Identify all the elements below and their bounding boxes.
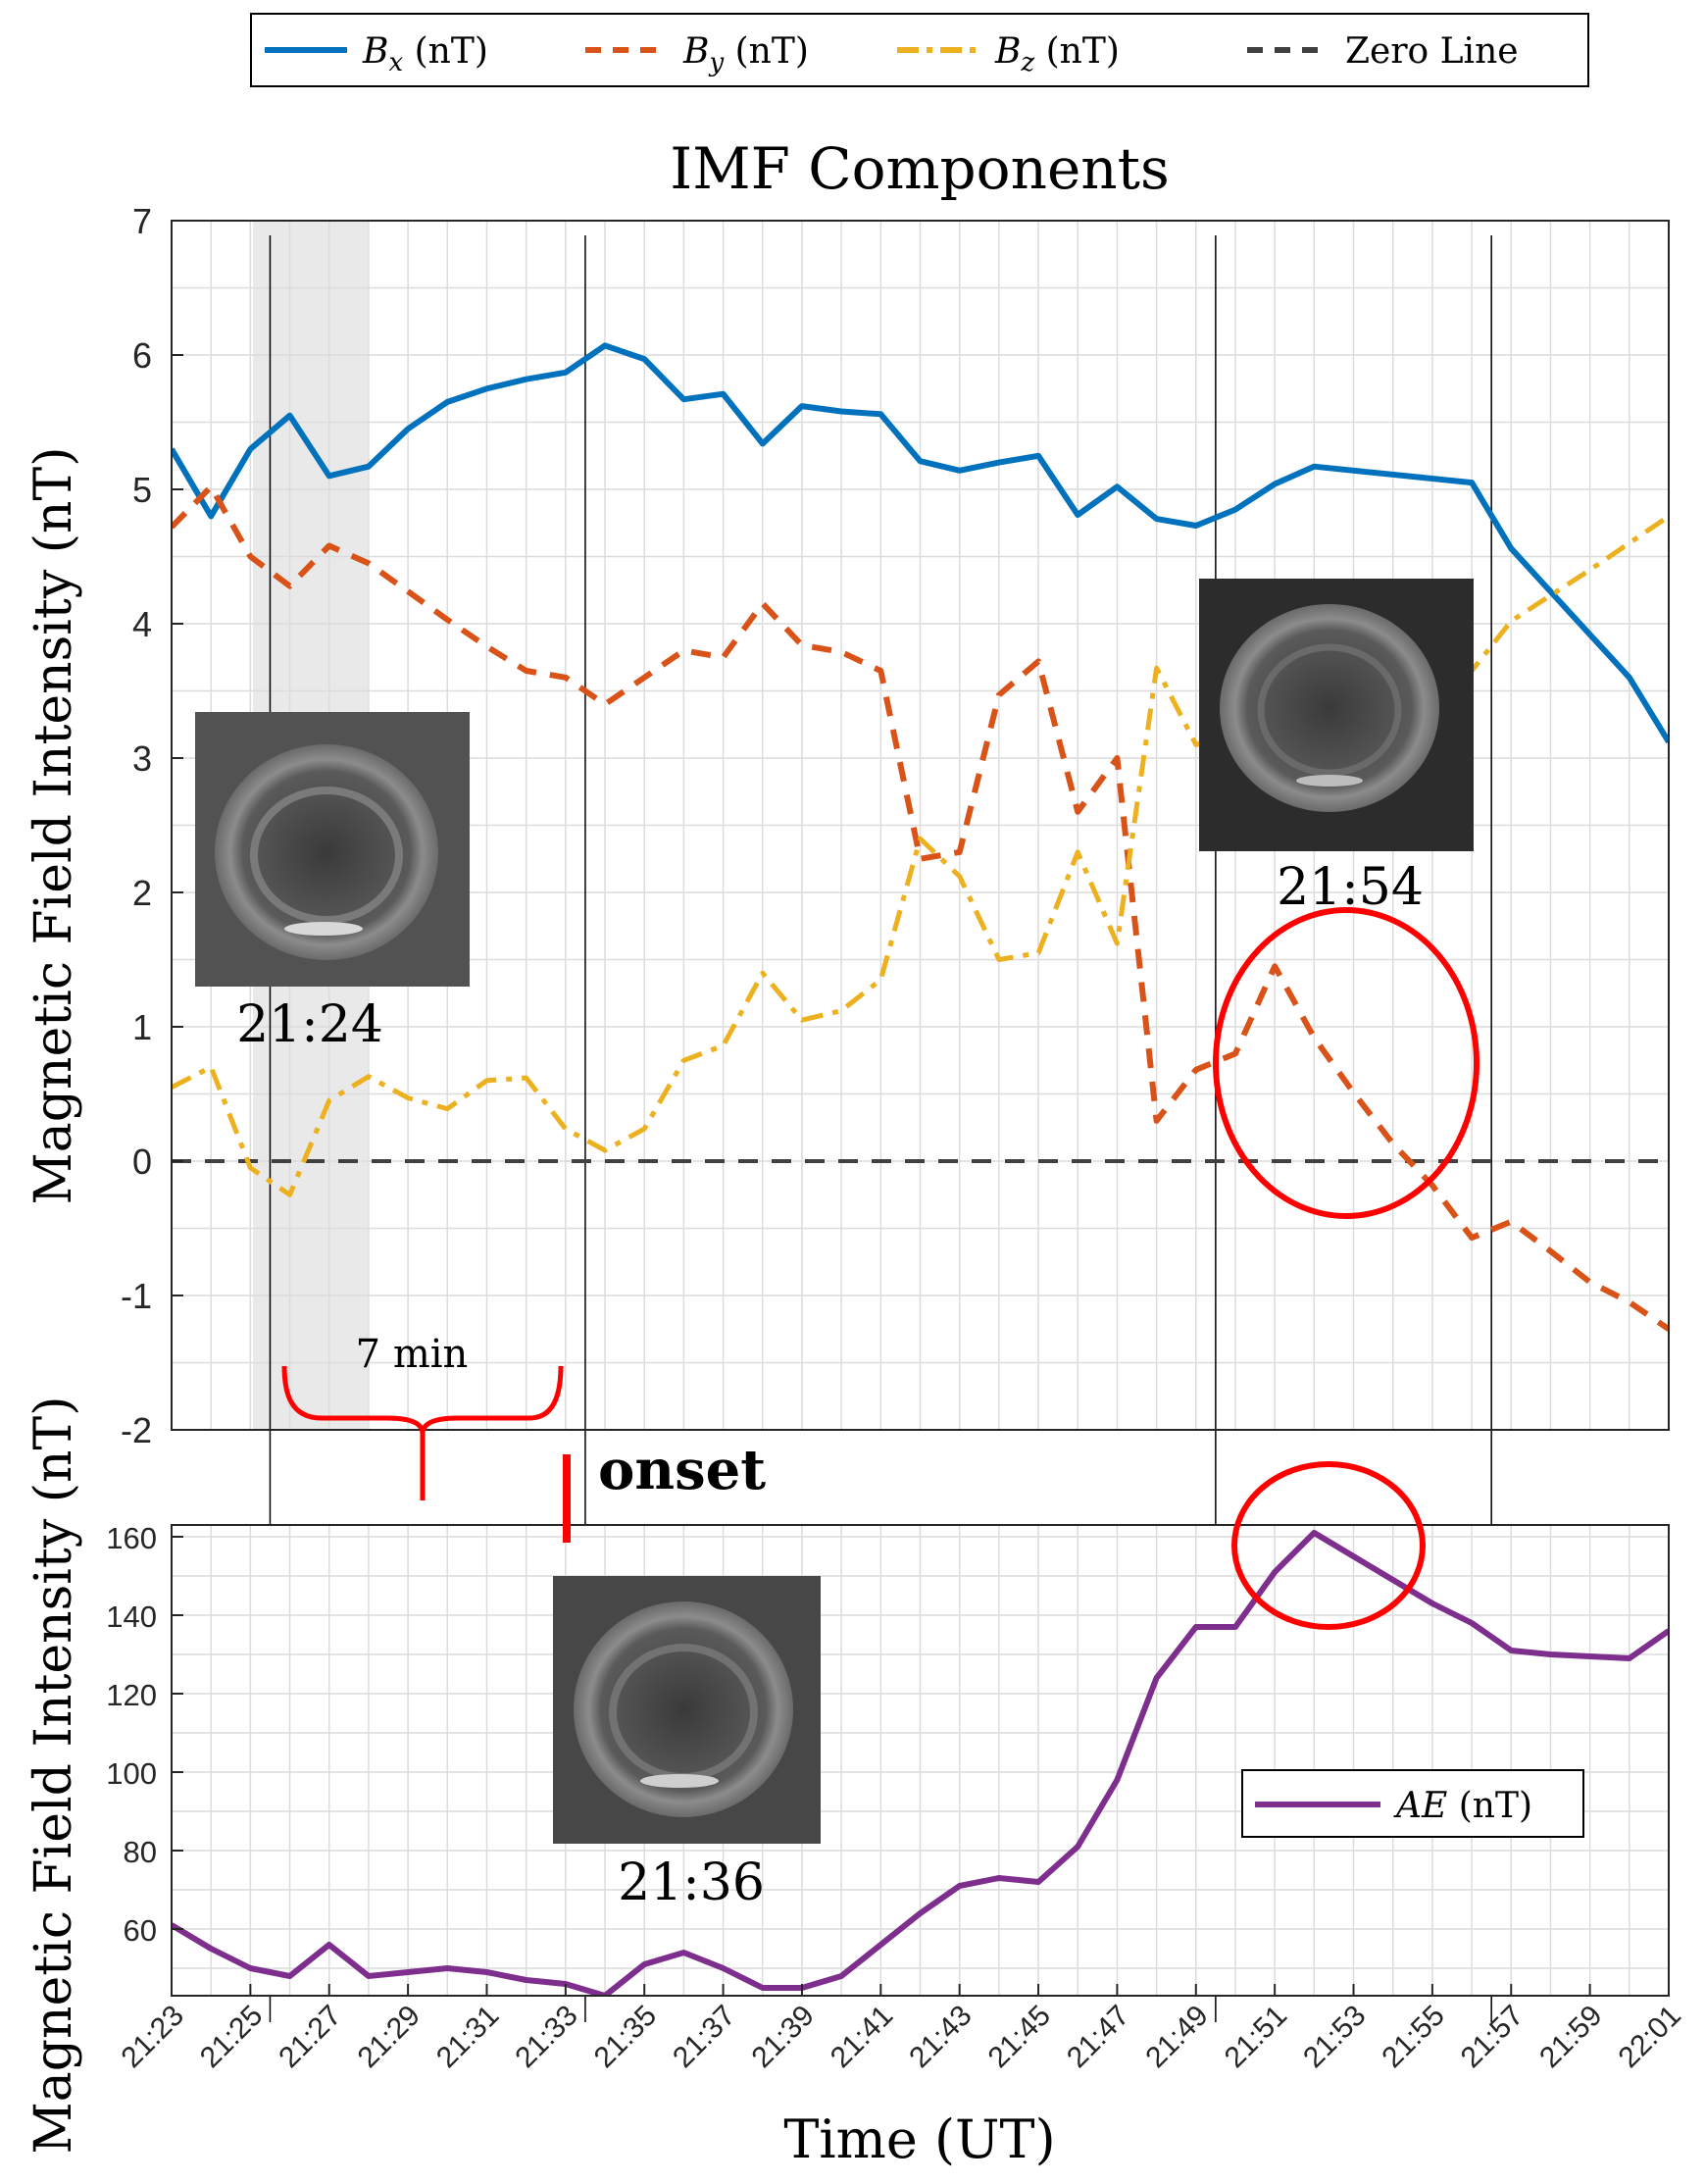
ae-line <box>172 1530 1669 1996</box>
bottom-xtick-labels: 21:23 21:25 21:27 21:29 21:31 21:33 21:35 21:37… <box>116 1984 1687 2074</box>
bottom-xlabel: Time (UT) <box>783 2108 1055 2170</box>
bottom-xtick-label: 21:49 <box>1139 2000 1214 2074</box>
image-time-label-2124: 21:24 <box>236 995 383 1054</box>
bottom-series <box>172 1530 1669 1996</box>
bottom-xtick-label: 21:35 <box>588 2000 663 2074</box>
bottom-xtick-label: 21:59 <box>1533 2000 1608 2074</box>
bottom-xtick-label: 21:37 <box>667 2000 741 2074</box>
bottom-xtick-label: 21:55 <box>1376 2000 1450 2074</box>
bottom-ytick-label: 60 <box>124 1913 157 1948</box>
top-ytick-label: -1 <box>121 1276 152 1316</box>
legend-top: Bx (nT) By (nT) Bz (nT) Zero Line <box>250 13 1589 87</box>
bottom-xtick-label: 21:43 <box>903 2000 978 2074</box>
bottom-xtick-label: 21:47 <box>1061 2000 1135 2074</box>
legend-label-ae: AE (nT) <box>1393 1786 1532 1826</box>
bottom-xtick-label: 21:23 <box>116 2000 190 2074</box>
bottom-xtick-label: 21:25 <box>194 2000 269 2074</box>
top-ytick-label: 6 <box>132 335 152 376</box>
bottom-xtick-label: 21:39 <box>745 2000 820 2074</box>
top-ytick-label: 5 <box>132 470 152 510</box>
bottom-ytick-label: 120 <box>106 1678 157 1712</box>
bottom-xtick-label: 21:27 <box>273 2000 347 2074</box>
legend-label-bx-line: Bx (nT) <box>362 31 488 77</box>
bottom-ytick-label: 140 <box>106 1600 157 1634</box>
top-ytick-labels: -2 -1 0 1 2 3 4 5 6 7 <box>121 201 183 1450</box>
chart-title: IMF Components <box>670 135 1169 202</box>
aurora-image-2136 <box>553 1576 821 1844</box>
aurora-image-2154 <box>1199 579 1474 851</box>
top-ytick-label: -2 <box>121 1410 152 1450</box>
bottom-ylabel: Magnetic Field Intensity (nT) <box>25 1397 83 2155</box>
legend-label-zero-line: Zero Line <box>1345 31 1519 72</box>
bottom-xtick-label: 21:33 <box>509 2000 583 2074</box>
brace-7min: 7 min <box>281 1332 564 1500</box>
top-ytick-label: 3 <box>132 738 152 779</box>
highlight-circle-ae <box>1231 1461 1426 1630</box>
aurora-image-2124 <box>195 712 470 987</box>
top-ytick-label: 4 <box>132 604 152 644</box>
top-ytick-label: 2 <box>132 873 152 913</box>
legend-box <box>250 13 1589 87</box>
top-ytick-label: 7 <box>132 201 152 241</box>
onset-label: onset <box>598 1438 766 1502</box>
highlight-circle-by <box>1213 907 1479 1219</box>
image-time-label-2136: 21:36 <box>618 1854 765 1912</box>
bottom-ytick-label: 160 <box>106 1521 157 1555</box>
bottom-xtick-label: 21:53 <box>1297 2000 1372 2074</box>
bottom-xtick-label: 22:01 <box>1613 2000 1687 2074</box>
bottom-xtick-label: 21:57 <box>1455 2000 1529 2074</box>
top-axes-box <box>171 220 1670 1431</box>
bottom-xtick-label: 21:41 <box>825 2000 899 2074</box>
bottom-xtick-label: 21:45 <box>982 2000 1057 2074</box>
legend-bottom: AE (nT) <box>1241 1769 1584 1838</box>
bottom-axes-box <box>171 1524 1670 1997</box>
brace-shape <box>281 1365 564 1500</box>
bottom-xtick-label: 21:51 <box>1219 2000 1293 2074</box>
top-ylabel: Magnetic Field Intensity (nT) <box>25 447 83 1205</box>
by-line <box>172 483 1669 1332</box>
bottom-xtick-label: 21:31 <box>430 2000 505 2074</box>
brace-label: 7 min <box>356 1332 469 1377</box>
bx-line <box>172 342 1669 744</box>
top-ytick-label: 0 <box>132 1142 152 1182</box>
bottom-ytick-labels: 60 80 100 120 140 160 <box>106 1521 183 1948</box>
bottom-ytick-label: 80 <box>124 1835 157 1869</box>
image-time-label-2154: 21:54 <box>1277 858 1424 917</box>
legend-label-by-line: By (nT) <box>682 31 809 77</box>
bottom-xtick-label: 21:29 <box>352 2000 426 2074</box>
legend-label-bz-line: Bz (nT) <box>994 31 1120 77</box>
bottom-ytick-label: 100 <box>106 1756 157 1791</box>
top-ytick-label: 1 <box>132 1007 152 1047</box>
